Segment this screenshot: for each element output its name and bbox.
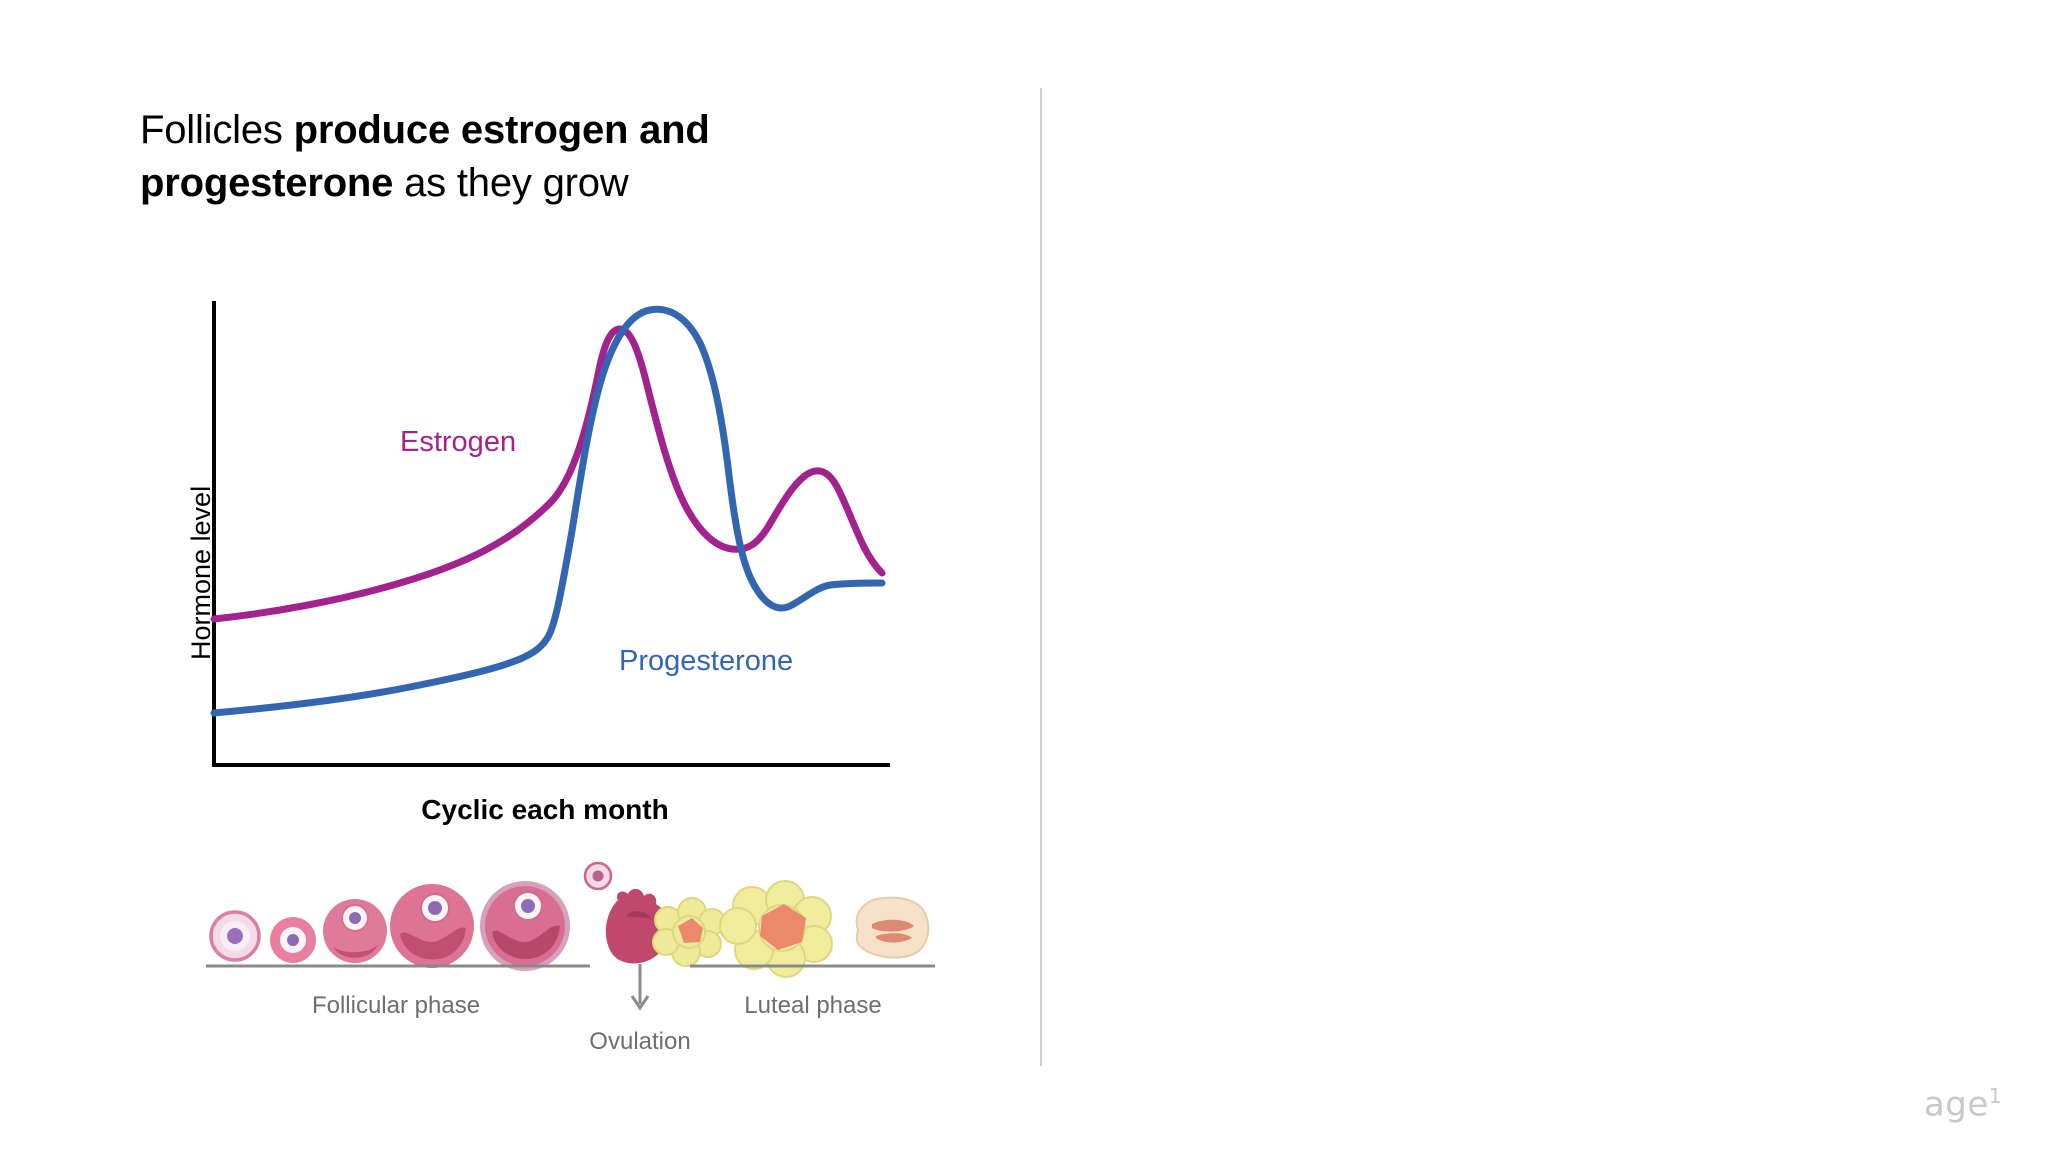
mature-corpus-luteum-icon: [719, 880, 833, 978]
graafian-follicle-icon: [480, 881, 570, 971]
antral-follicle-icon: [390, 884, 474, 968]
corpus-albicans-icon: [855, 896, 930, 959]
luteal-phase-caption: Luteal phase: [744, 992, 882, 1019]
secondary-follicle-icon: [323, 899, 387, 963]
left-title-plain-1: Follicles: [140, 108, 294, 152]
menstrual-cycle-chart: [210, 301, 890, 767]
left-title-bold-1: produce estrogen and progesterone: [140, 108, 710, 205]
left-estrogen-label: Estrogen: [400, 426, 517, 458]
left-panel: Follicles produce estrogen and progester…: [140, 104, 935, 1055]
ovulation-arrow-icon: [630, 964, 650, 1011]
left-panel-title: Follicles produce estrogen and progester…: [140, 104, 860, 210]
logo-superscript: 1: [1988, 1083, 2002, 1108]
left-title-plain-2: as they grow: [393, 161, 629, 205]
left-x-axis-label: Cyclic each month: [421, 794, 669, 825]
progesterone-curve-cycle: [210, 305, 886, 717]
age1-logo: age1: [1924, 1084, 2002, 1124]
left-progesterone-label: Progesterone: [619, 645, 794, 677]
right-panel: Progesterone and estrogen levels decline…: [1040, 0, 2048, 1152]
primordial-follicle-icon: [209, 910, 261, 962]
ovulation-caption: Ovulation: [589, 1028, 691, 1055]
primary-follicle-icon: [270, 917, 316, 963]
early-corpus-luteum-icon: [652, 897, 726, 967]
phase-brackets: [206, 964, 935, 1011]
estrogen-curve-cycle: [210, 325, 886, 623]
panel-divider: [1040, 88, 1042, 1066]
logo-text: age: [1923, 1084, 1989, 1124]
follicle-development-illustrations: [209, 861, 930, 978]
follicular-phase-caption: Follicular phase: [311, 992, 481, 1019]
